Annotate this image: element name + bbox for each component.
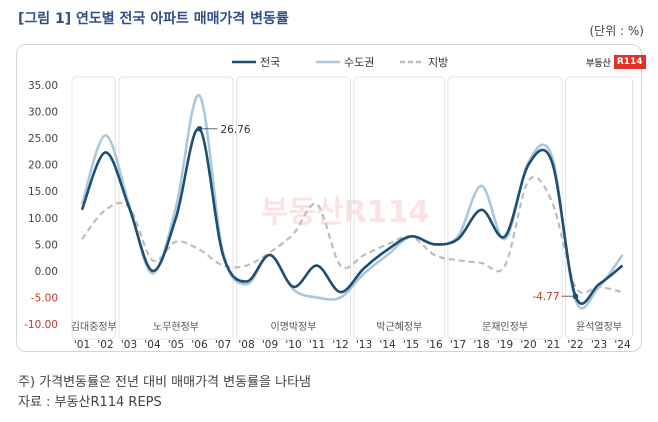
government-band bbox=[565, 76, 633, 340]
y-tick-label: 25.00 bbox=[28, 133, 58, 145]
government-band bbox=[118, 76, 234, 340]
government-band bbox=[71, 76, 116, 340]
source-note: 자료 : 부동산R114 REPS bbox=[18, 395, 162, 410]
x-tick-label: '09 bbox=[262, 339, 278, 351]
y-tick-label: 0.00 bbox=[35, 266, 58, 278]
x-tick-label: '08 bbox=[238, 339, 254, 351]
x-tick-label: '17 bbox=[450, 339, 466, 351]
y-tick-label: 20.00 bbox=[28, 160, 58, 172]
government-band-label: 박근혜정부 bbox=[376, 321, 422, 333]
x-tick-label: '07 bbox=[215, 339, 231, 351]
series-line-전국 bbox=[80, 127, 624, 305]
annotation-label: 26.76 bbox=[221, 124, 251, 136]
logo-mark: R114 bbox=[613, 55, 646, 69]
chart-title: [그림 1] 연도별 전국 아파트 매매가격 변동률 bbox=[18, 11, 289, 27]
y-tick-label: 30.00 bbox=[28, 107, 58, 119]
government-band-label: 윤석열정부 bbox=[576, 321, 622, 333]
government-band bbox=[353, 76, 445, 340]
x-tick-label: '10 bbox=[285, 339, 301, 351]
series-line-지방 bbox=[81, 175, 623, 294]
x-tick-label: '16 bbox=[426, 339, 443, 351]
logo-text: 부동산 bbox=[586, 58, 611, 69]
x-tick-label: '05 bbox=[168, 339, 184, 351]
x-tick-label: '12 bbox=[332, 339, 348, 351]
annotation-label: -4.77 bbox=[532, 291, 559, 303]
y-tick-label: 5.00 bbox=[35, 239, 58, 251]
x-tick-label: '20 bbox=[520, 339, 536, 351]
government-band-label: 이명박정부 bbox=[271, 321, 317, 333]
y-tick-label: -5.00 bbox=[31, 292, 58, 304]
government-band-label: 김대중정부 bbox=[71, 321, 117, 333]
x-tick-label: '19 bbox=[497, 339, 513, 351]
x-tick-label: '23 bbox=[591, 339, 607, 351]
x-tick-label: '11 bbox=[309, 339, 325, 351]
legend-label: 지방 bbox=[428, 56, 448, 69]
unit-label: (단위 : %) bbox=[589, 24, 644, 38]
y-tick-label: 15.00 bbox=[28, 186, 58, 198]
x-tick-label: '06 bbox=[191, 339, 208, 351]
x-tick-label: '24 bbox=[614, 339, 631, 351]
government-band-label: 문재인정부 bbox=[482, 321, 528, 333]
x-tick-label: '02 bbox=[97, 339, 113, 351]
annotation-marker bbox=[572, 293, 579, 300]
y-tick-label: 10.00 bbox=[28, 213, 58, 225]
watermark: 부동산R114 bbox=[261, 195, 430, 230]
brand-logo: 부동산 R114 bbox=[586, 53, 646, 71]
annotation-marker bbox=[196, 125, 203, 132]
y-tick-label: -10.00 bbox=[24, 319, 58, 331]
footnote: 주) 가격변동률은 전년 대비 매매가격 변동률을 나타냄 bbox=[18, 375, 311, 390]
series-line-수도권 bbox=[80, 94, 624, 310]
government-band-label: 노무현정부 bbox=[153, 321, 199, 333]
x-tick-label: '14 bbox=[379, 339, 396, 351]
x-tick-label: '13 bbox=[356, 339, 372, 351]
legend-label: 수도권 bbox=[344, 56, 374, 69]
x-tick-label: '04 bbox=[144, 339, 161, 351]
y-tick-label: 35.00 bbox=[28, 80, 58, 92]
x-tick-label: '01 bbox=[74, 339, 90, 351]
x-tick-label: '15 bbox=[403, 339, 419, 351]
x-tick-label: '21 bbox=[544, 339, 560, 351]
x-tick-label: '03 bbox=[121, 339, 137, 351]
government-band bbox=[236, 76, 351, 340]
legend-label: 전국 bbox=[260, 56, 280, 69]
x-tick-label: '18 bbox=[473, 339, 489, 351]
x-tick-label: '22 bbox=[567, 339, 583, 351]
